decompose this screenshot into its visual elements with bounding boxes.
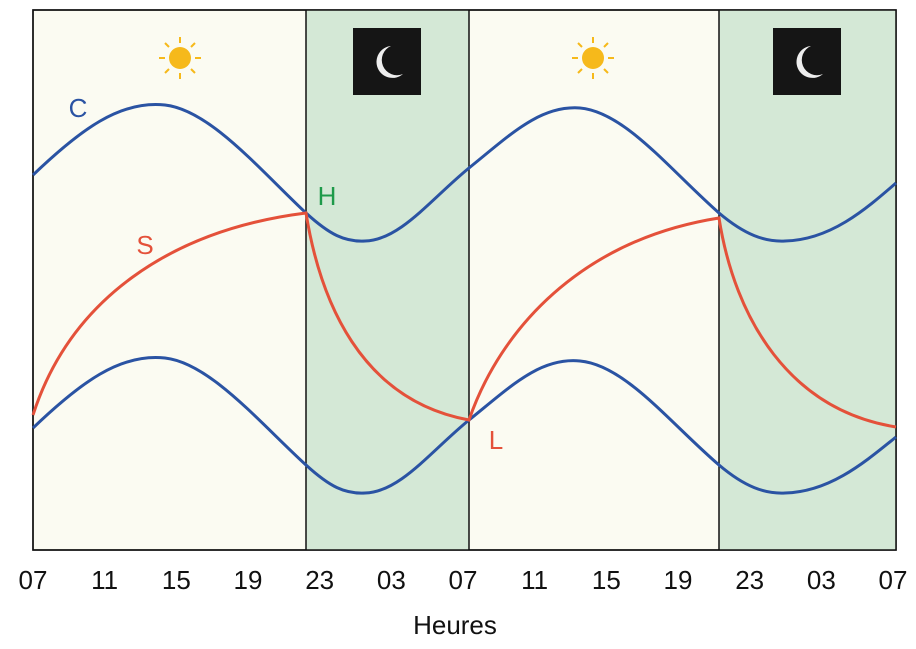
x-tick-label: 15 [162,565,191,595]
x-tick-label: 23 [735,565,764,595]
sun-icon [572,37,614,79]
x-ticks: 07 11 15 19 23 03 07 11 15 19 23 03 07 [19,565,908,595]
x-tick-label: 07 [449,565,478,595]
x-tick-label: 07 [879,565,908,595]
s-label: S [136,230,153,260]
x-tick-label: 11 [521,565,548,595]
night-band [306,10,469,550]
c-curve-upper [31,102,897,243]
s-curve [31,211,897,429]
x-axis-title: Heures [413,610,497,640]
x-tick-label: 11 [91,565,118,595]
sun-icon [159,37,201,79]
plot-border [32,9,897,551]
x-tick-label: 19 [664,565,693,595]
moon-icon [773,28,841,95]
x-tick-label: 03 [807,565,836,595]
l-label: L [489,425,503,455]
c-label: C [69,93,88,123]
x-tick-label: 07 [19,565,48,595]
x-tick-label: 03 [377,565,406,595]
x-tick-label: 23 [305,565,334,595]
x-tick-label: 15 [592,565,621,595]
h-label: H [318,181,337,211]
moon-icon [353,28,421,95]
x-tick-label: 19 [234,565,263,595]
